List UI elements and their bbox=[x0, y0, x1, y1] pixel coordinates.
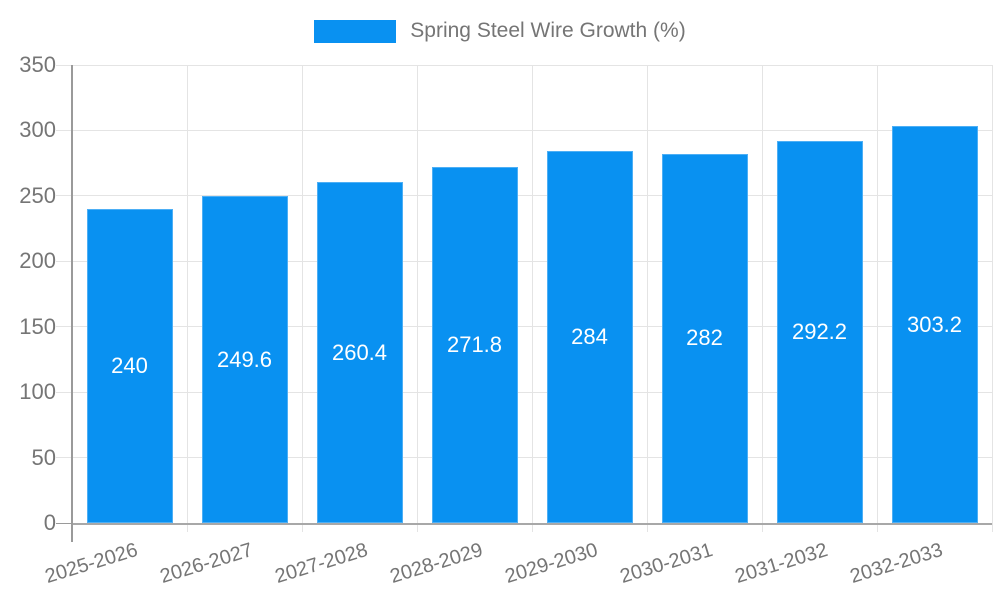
y-axis-tick bbox=[56, 457, 72, 459]
bar-value-label: 292.2 bbox=[791, 318, 848, 344]
legend-swatch bbox=[314, 19, 397, 43]
gridline-vertical bbox=[991, 65, 993, 532]
bar-value-label: 260.4 bbox=[331, 339, 388, 365]
y-axis-tick bbox=[56, 391, 72, 393]
x-axis-line bbox=[72, 523, 992, 525]
y-axis-tick bbox=[56, 522, 72, 524]
gridline-vertical bbox=[761, 65, 763, 532]
legend-label: Spring Steel Wire Growth (%) bbox=[410, 19, 686, 42]
bar-value-label: 303.2 bbox=[906, 311, 963, 337]
gridline-vertical bbox=[301, 65, 303, 532]
y-axis-tick bbox=[56, 195, 72, 197]
gridline-vertical bbox=[416, 65, 418, 532]
x-axis-tick-label: 2029-2030 bbox=[502, 538, 601, 588]
gridline-vertical bbox=[186, 65, 188, 532]
bar-2027-2028[interactable] bbox=[316, 182, 403, 523]
y-axis-tick-label: 250 bbox=[19, 182, 56, 208]
y-axis-line bbox=[71, 65, 73, 542]
bar-value-label: 271.8 bbox=[446, 332, 503, 358]
gridline-vertical bbox=[646, 65, 648, 532]
y-axis-tick-label: 350 bbox=[19, 52, 56, 77]
y-axis-tick bbox=[56, 326, 72, 328]
x-axis-tick-label: 2031-2032 bbox=[732, 538, 831, 588]
x-axis-tick-label: 2028-2029 bbox=[387, 538, 486, 588]
y-axis-tick bbox=[56, 129, 72, 131]
bar-value-label: 249.6 bbox=[216, 346, 273, 372]
bar-2030-2031[interactable] bbox=[661, 153, 748, 523]
bar-value-label: 282 bbox=[686, 325, 723, 351]
y-axis-tick-label: 50 bbox=[31, 444, 56, 470]
bar-2025-2026[interactable] bbox=[86, 208, 173, 523]
bar-value-label: 240 bbox=[111, 352, 148, 378]
y-axis-tick bbox=[56, 64, 72, 66]
y-axis-tick bbox=[56, 260, 72, 262]
y-axis-tick-label: 0 bbox=[43, 510, 56, 535]
gridline-vertical bbox=[531, 65, 533, 532]
bar-2028-2029[interactable] bbox=[431, 167, 518, 523]
bar-2026-2027[interactable] bbox=[201, 196, 288, 523]
y-axis-tick-label: 200 bbox=[19, 248, 56, 274]
legend: Spring Steel Wire Growth (%) bbox=[0, 19, 1000, 43]
legend-item[interactable]: Spring Steel Wire Growth (%) bbox=[314, 19, 686, 43]
bar-2032-2033[interactable] bbox=[891, 126, 978, 523]
y-axis-tick-label: 150 bbox=[19, 313, 56, 339]
bar-2031-2032[interactable] bbox=[776, 140, 863, 523]
x-axis-tick-label: 2026-2027 bbox=[157, 538, 256, 588]
x-axis-tick-label: 2025-2026 bbox=[42, 538, 141, 588]
gridline-vertical bbox=[876, 65, 878, 532]
x-axis-tick-label: 2032-2033 bbox=[847, 538, 946, 588]
y-axis-tick-label: 100 bbox=[19, 379, 56, 405]
bar-value-label: 284 bbox=[571, 324, 608, 350]
y-axis-tick-label: 300 bbox=[19, 117, 56, 143]
x-axis-tick-label: 2027-2028 bbox=[272, 538, 371, 588]
x-axis-tick-label: 2030-2031 bbox=[617, 538, 716, 588]
bar-2029-2030[interactable] bbox=[546, 151, 633, 523]
